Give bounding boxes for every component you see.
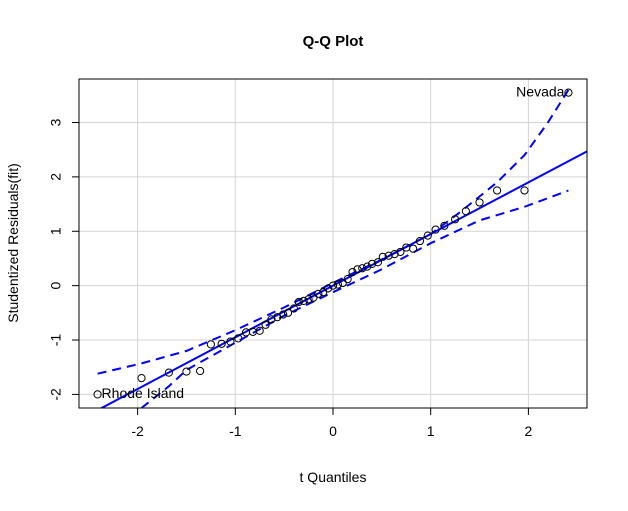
data-point: [440, 221, 449, 230]
point-annotation: Rhode Island: [102, 385, 185, 401]
data-point: [423, 231, 432, 240]
data-point: [431, 225, 440, 234]
data-point: [294, 297, 303, 307]
data-point: [451, 215, 460, 224]
data-point: [475, 198, 484, 207]
data-point: [196, 366, 205, 376]
data-point: [564, 88, 573, 97]
data-point: [267, 315, 276, 324]
data-point: [226, 337, 235, 346]
y-tick-label: 1: [48, 227, 64, 235]
y-tick-label: 0: [48, 282, 64, 290]
data-point: [358, 264, 367, 273]
reference-line-group: [99, 150, 587, 408]
envelope-lower: [139, 189, 569, 408]
chart-title: Q-Q Plot: [303, 33, 364, 50]
point-annotation: Nevada: [516, 83, 564, 99]
data-point: [520, 186, 529, 195]
data-point: [206, 340, 215, 349]
data-point: [348, 267, 357, 277]
data-point: [363, 262, 372, 271]
data-point: [415, 236, 425, 246]
data-point: [299, 296, 308, 305]
data-point: [255, 326, 264, 335]
data-point: [93, 390, 102, 399]
data-point: [289, 304, 299, 313]
data-point: [353, 265, 362, 274]
gridlines: [79, 79, 587, 408]
data-point: [261, 320, 270, 329]
data-point: [164, 368, 173, 377]
data-point: [324, 284, 333, 293]
data-point: [182, 367, 191, 376]
data-point: [390, 250, 399, 259]
x-tick-label: 1: [427, 423, 435, 439]
x-tick-label: 2: [524, 423, 532, 439]
data-point: [314, 289, 323, 298]
data-point: [304, 295, 313, 304]
reference-line: [99, 150, 587, 408]
data-point: [373, 258, 383, 267]
y-tick-label: -1: [48, 334, 64, 347]
data-point: [367, 259, 377, 268]
point-annotations: Nevada Rhode Island: [102, 83, 565, 401]
data-point: [343, 275, 352, 284]
data-point: [283, 308, 293, 317]
x-axis-ticks: -2 -1 0 1 2: [131, 408, 532, 439]
x-tick-label: -1: [229, 423, 242, 439]
data-point: [328, 281, 338, 290]
data-points: [93, 88, 573, 399]
data-point: [461, 207, 470, 216]
data-point: [333, 280, 342, 289]
data-point: [396, 247, 405, 257]
data-point: [137, 373, 146, 383]
y-tick-label: 3: [48, 118, 64, 126]
data-point: [217, 339, 226, 348]
y-axis-label: Studentized Residuals(fit): [5, 163, 21, 323]
data-point: [234, 334, 243, 343]
y-tick-label: -2: [48, 388, 64, 401]
y-tick-label: 2: [48, 173, 64, 181]
data-point: [378, 252, 387, 261]
x-axis-label: t Quantiles: [300, 469, 367, 485]
data-point: [409, 244, 418, 253]
x-tick-label: -2: [131, 423, 144, 439]
x-tick-label: 0: [329, 423, 337, 439]
y-axis-ticks: -2 -1 0 1 2 3: [48, 118, 79, 401]
data-point: [384, 251, 393, 260]
data-point: [279, 310, 288, 319]
data-point: [493, 186, 502, 195]
